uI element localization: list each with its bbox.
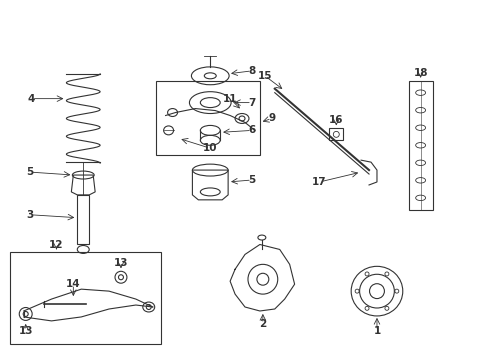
Text: 4: 4 xyxy=(28,94,35,104)
Text: 17: 17 xyxy=(312,177,327,187)
Text: 7: 7 xyxy=(248,98,256,108)
Bar xyxy=(77,195,89,244)
Text: 1: 1 xyxy=(373,326,381,336)
Text: 16: 16 xyxy=(329,116,343,126)
Text: 12: 12 xyxy=(49,240,64,251)
Text: 13: 13 xyxy=(19,326,33,336)
Bar xyxy=(409,81,433,210)
Text: 8: 8 xyxy=(248,66,256,76)
Text: 18: 18 xyxy=(414,68,428,78)
Bar xyxy=(156,81,260,155)
Text: 10: 10 xyxy=(203,143,218,153)
Text: 11: 11 xyxy=(223,94,237,104)
Text: 5: 5 xyxy=(26,167,33,177)
Text: 14: 14 xyxy=(66,279,81,289)
Text: 15: 15 xyxy=(258,71,272,81)
Bar xyxy=(329,129,343,140)
Text: 6: 6 xyxy=(248,125,256,135)
Text: 13: 13 xyxy=(114,258,128,268)
Text: 2: 2 xyxy=(259,319,267,329)
Text: 5: 5 xyxy=(248,175,256,185)
Text: 9: 9 xyxy=(268,113,275,123)
Text: 3: 3 xyxy=(26,210,33,220)
Bar xyxy=(10,252,161,344)
